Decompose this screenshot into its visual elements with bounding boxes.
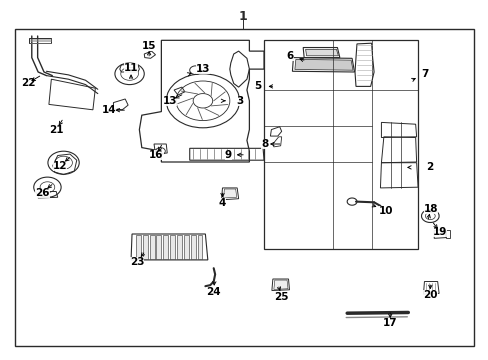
Text: 9: 9 [224, 150, 231, 160]
Text: 6: 6 [286, 51, 293, 61]
Text: 26: 26 [35, 188, 50, 198]
Bar [15, 29, 473, 346]
Text: 25: 25 [274, 292, 288, 302]
Text: 10: 10 [378, 206, 393, 216]
Text: 13: 13 [162, 96, 177, 106]
Text: 22: 22 [21, 78, 36, 88]
Polygon shape [156, 235, 161, 259]
Text: 3: 3 [236, 96, 243, 106]
Text: 5: 5 [254, 81, 261, 91]
Polygon shape [273, 280, 287, 289]
Text: 23: 23 [129, 257, 144, 267]
Text: 8: 8 [261, 139, 268, 149]
Polygon shape [170, 235, 175, 259]
Text: 21: 21 [49, 125, 63, 135]
Polygon shape [136, 235, 141, 259]
Text: 13: 13 [195, 64, 210, 74]
Text: 11: 11 [123, 63, 138, 73]
Polygon shape [305, 49, 338, 56]
Polygon shape [190, 235, 195, 259]
Polygon shape [163, 235, 168, 259]
Text: 19: 19 [432, 227, 447, 237]
Polygon shape [142, 235, 147, 259]
Text: 24: 24 [206, 287, 221, 297]
Text: 18: 18 [423, 204, 437, 214]
Text: 4: 4 [218, 198, 226, 208]
Polygon shape [177, 235, 182, 259]
Text: 7: 7 [421, 69, 428, 79]
Text: 1: 1 [238, 10, 247, 23]
Polygon shape [294, 59, 352, 70]
Text: 16: 16 [149, 150, 163, 160]
Text: 15: 15 [142, 41, 156, 51]
Text: 17: 17 [382, 318, 397, 328]
Polygon shape [149, 235, 154, 259]
Polygon shape [223, 189, 236, 198]
Polygon shape [197, 235, 202, 259]
Polygon shape [183, 235, 188, 259]
Text: 2: 2 [425, 162, 432, 172]
Text: 14: 14 [102, 105, 117, 115]
Text: 12: 12 [53, 161, 67, 171]
Text: 20: 20 [422, 290, 437, 300]
